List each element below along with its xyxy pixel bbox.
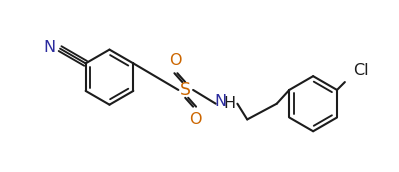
- Text: N: N: [43, 40, 55, 55]
- Text: Cl: Cl: [353, 63, 368, 78]
- Text: O: O: [189, 112, 201, 127]
- Text: H: H: [223, 96, 235, 111]
- Text: S: S: [180, 81, 191, 99]
- Text: N: N: [215, 94, 227, 109]
- Text: O: O: [169, 53, 182, 68]
